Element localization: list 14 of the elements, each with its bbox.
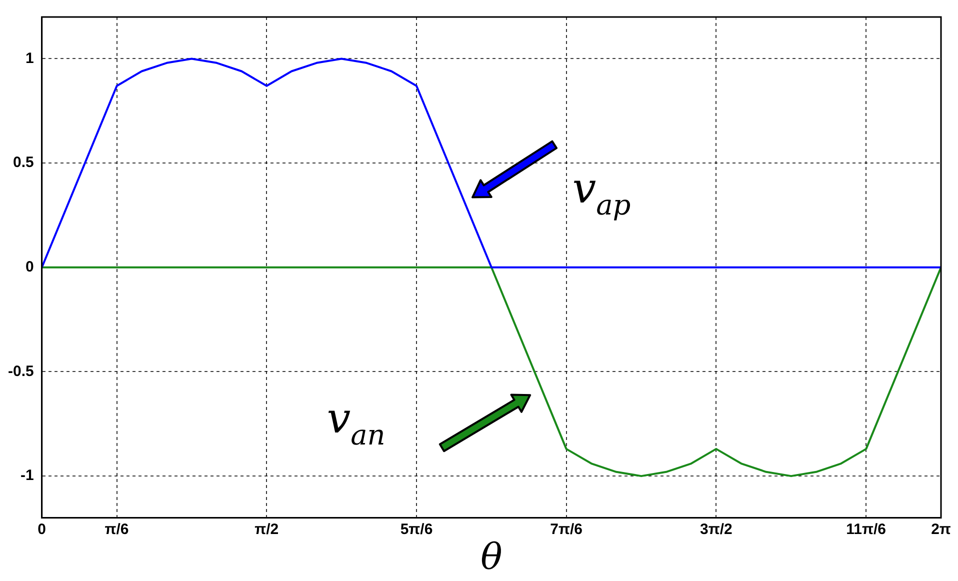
x-tick-label: 11π/6 (846, 520, 886, 538)
x-tick-label: 0 (38, 520, 46, 538)
y-tick-label: 1 (26, 50, 34, 67)
y-tick-label: 0 (26, 258, 34, 276)
x-tick-label: 5π/6 (400, 520, 433, 538)
x-tick-label: 7π/6 (550, 520, 583, 538)
y-tick-label: -0.5 (8, 362, 34, 380)
x-tick-label: π/2 (254, 520, 279, 538)
x-tick-label: 3π/2 (700, 520, 732, 538)
x-axis-title: θ (480, 536, 503, 578)
x-tick-label: π/6 (104, 520, 129, 538)
y-tick-label: 0.5 (12, 154, 34, 172)
y-tick-label: -1 (20, 467, 34, 484)
x-tick-label: 2π (931, 520, 952, 538)
